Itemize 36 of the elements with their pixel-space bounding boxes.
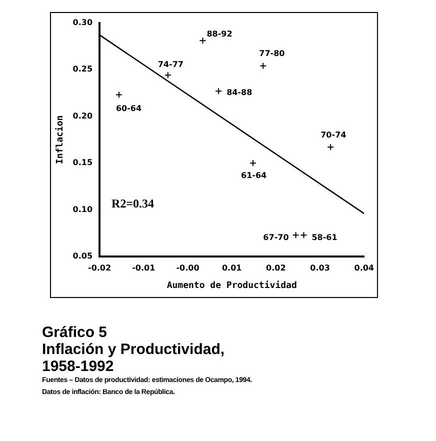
annotation: R2=0.34: [112, 196, 154, 211]
point: [300, 232, 308, 239]
annotation: 61-64: [241, 171, 268, 180]
annotation: 58-61: [312, 233, 338, 242]
x-tick-label: -0.02: [88, 263, 112, 272]
x-tick-label: 0.01: [222, 263, 242, 272]
text: Gráfico 5: [42, 324, 108, 341]
annotation: 77-80: [259, 48, 286, 58]
x-tick-label: -0.01: [132, 263, 156, 272]
y-axis-title: Inflacion: [54, 115, 66, 164]
x-axis-title: Aumento de Productividad: [166, 280, 297, 291]
y-tick-label: 0.10: [72, 204, 93, 214]
point: [260, 62, 267, 70]
y-tick-label: 0.05: [72, 252, 93, 261]
annotation: 60-64: [116, 104, 142, 113]
x-tick-label: 0.02: [266, 263, 286, 272]
y-tick-label: 0.20: [72, 111, 93, 120]
point: [164, 72, 172, 79]
annotation: 70-74: [320, 130, 347, 140]
x-tick-label: 0.04: [354, 263, 374, 272]
point: [199, 37, 206, 44]
annotation: 74-77: [158, 60, 184, 70]
point: [215, 88, 222, 95]
x-tick-label: 0.03: [310, 263, 330, 272]
y-tick-label: 0.25: [72, 64, 93, 74]
y-tick-label: 0.30: [72, 18, 93, 27]
x-tick-label: -0.00: [176, 263, 200, 272]
point: [327, 144, 334, 151]
point: [292, 232, 300, 239]
annotation: 67-70: [263, 233, 290, 242]
point: [250, 160, 256, 167]
annotation: 84-88: [226, 88, 253, 98]
text: Inflación y Productividad, 1958-1992: [42, 341, 226, 375]
y-tick-label: 0.15: [72, 158, 93, 168]
annotation: 88-92: [206, 30, 232, 39]
point: [115, 91, 122, 98]
